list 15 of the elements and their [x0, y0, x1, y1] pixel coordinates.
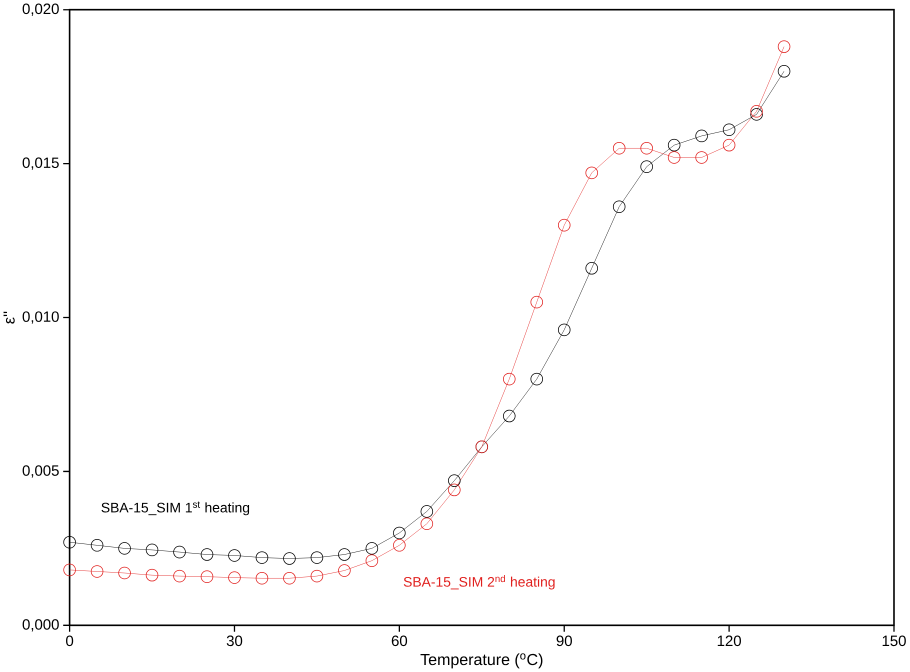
- x-tick-label: 0: [66, 636, 74, 646]
- x-tick-label: 90: [556, 636, 572, 646]
- series-label: SBA-15_SIM 2$^{nd}$ heating: [404, 575, 555, 590]
- y-tick-label: 0,000: [22, 619, 59, 632]
- series-label: SBA-15_SIM 1$^{st}$ heating: [101, 502, 250, 516]
- x-axis-title: Temperature ($^{o}$C): [420, 653, 542, 668]
- y-tick-label: 0,005: [22, 465, 59, 478]
- y-tick-label: 0,015: [22, 157, 59, 170]
- y-tick-label: 0,010: [22, 311, 59, 324]
- x-tick-label: 150: [882, 636, 906, 646]
- x-tick-label: 120: [718, 636, 741, 646]
- x-tick-label: 30: [226, 636, 242, 646]
- y-tick-label: 0,020: [22, 4, 59, 16]
- y-axis-title: ε'': [4, 312, 15, 324]
- x-tick-label: 60: [392, 636, 408, 646]
